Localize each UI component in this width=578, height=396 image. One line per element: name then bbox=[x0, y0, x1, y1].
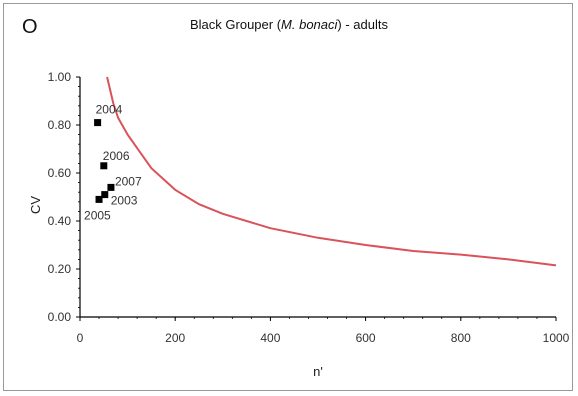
x-tick-label: 600 bbox=[356, 331, 376, 345]
title-suffix: ) - adults bbox=[337, 17, 388, 32]
data-point-2007 bbox=[107, 183, 115, 191]
y-tick-label: 0.00 bbox=[48, 310, 72, 324]
point-label-2006: 2006 bbox=[103, 149, 130, 163]
x-tick-label: 400 bbox=[260, 331, 280, 345]
x-tick-label: 0 bbox=[77, 331, 84, 345]
title-species: M. bonaci bbox=[281, 17, 338, 32]
x-axis-title: n' bbox=[313, 364, 323, 379]
y-axis-title: CV bbox=[28, 196, 43, 214]
point-label-2007: 2007 bbox=[115, 174, 142, 188]
cv-curve-line bbox=[106, 76, 557, 267]
point-label-2004: 2004 bbox=[96, 103, 123, 117]
data-point-2004 bbox=[94, 119, 102, 127]
x-tick-label: 800 bbox=[451, 331, 471, 345]
chart-title: Black Grouper (M. bonaci) - adults bbox=[0, 17, 578, 32]
y-tick-label: 0.60 bbox=[48, 166, 72, 180]
data-point-2006 bbox=[100, 162, 108, 170]
title-prefix: Black Grouper ( bbox=[190, 17, 282, 32]
x-tick-label: 200 bbox=[165, 331, 185, 345]
x-tick-label: 1000 bbox=[543, 331, 570, 345]
data-point-2005 bbox=[95, 195, 103, 203]
data-point-2003 bbox=[101, 191, 109, 199]
y-tick-label: 1.00 bbox=[48, 70, 72, 84]
y-tick-label: 0.20 bbox=[48, 262, 72, 276]
y-tick-label: 0.40 bbox=[48, 214, 72, 228]
point-label-2003: 2003 bbox=[111, 194, 138, 208]
point-label-2005: 2005 bbox=[84, 208, 111, 222]
panel-letter: O bbox=[22, 16, 38, 38]
y-tick-label: 0.80 bbox=[48, 118, 72, 132]
